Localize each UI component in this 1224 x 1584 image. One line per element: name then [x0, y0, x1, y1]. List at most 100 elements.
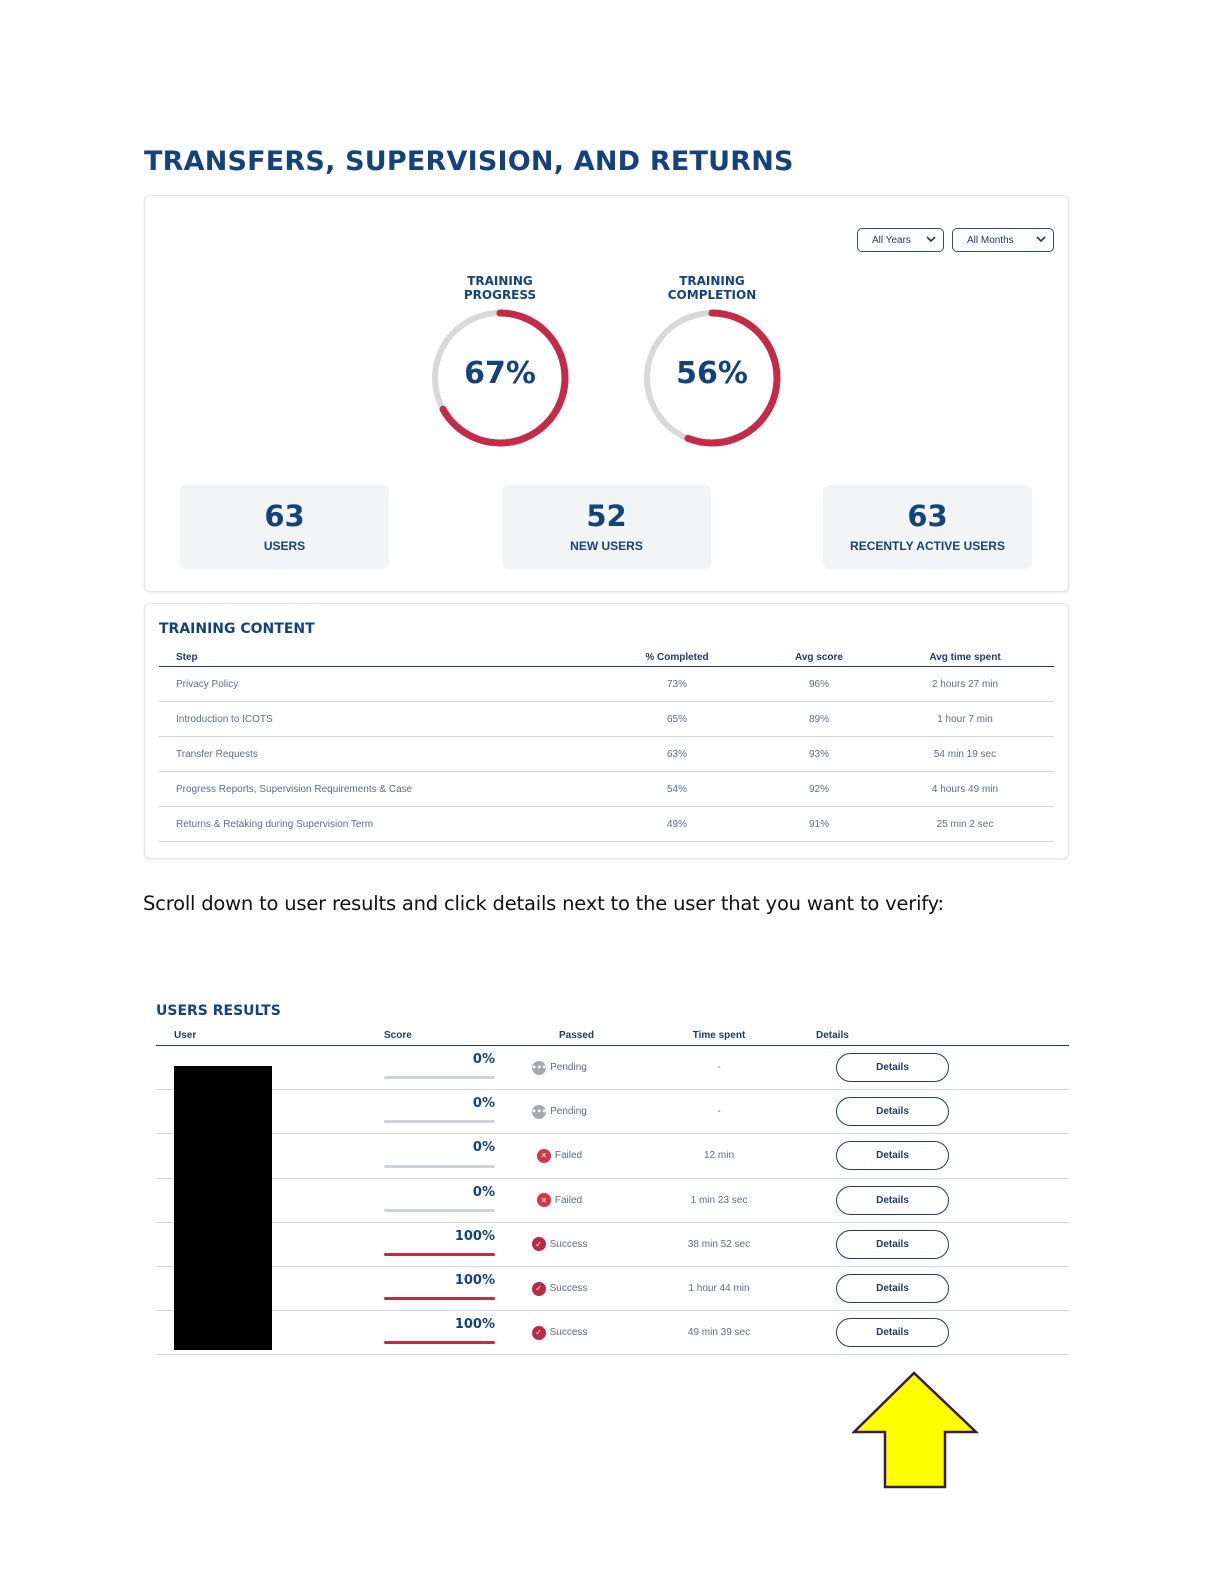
column-header[interactable]: Details [816, 1029, 849, 1041]
status-text: Failed [554, 1194, 583, 1206]
passed-cell: ✓ Success [495, 1237, 624, 1252]
step-cell: Returns & Retaking during Supervision Te… [176, 818, 374, 830]
completed-cell: 49% [666, 818, 687, 830]
page-title: TRANSFERS, SUPERVISION, AND RETURNS [144, 146, 794, 177]
redacted-user-names [174, 1066, 272, 1350]
score-cell: 89% [808, 713, 829, 725]
time-cell: 1 min 23 sec [690, 1194, 748, 1206]
score-cell: 0% [365, 1090, 495, 1133]
users-results-body: 0% ••• Pending - Details 0% ••• Pending - Details… [156, 1046, 1069, 1356]
chevron-down-icon [926, 235, 936, 245]
stat-label: NEW USERS [570, 539, 643, 553]
stat-label: RECENTLY ACTIVE USERS [850, 539, 1005, 553]
stat-recently-active-users: 63 RECENTLY ACTIVE USERS [823, 485, 1032, 569]
score-bar-fill [384, 1341, 495, 1345]
table-row: 0% ••• Pending - Details [156, 1090, 1069, 1135]
years-filter-dropdown[interactable]: All Years [857, 228, 944, 252]
details-button[interactable]: Details [836, 1053, 949, 1083]
training-content-card: TRAINING CONTENT Step % Completed Avg sc… [144, 603, 1069, 859]
details-cell: Details [814, 1053, 1069, 1083]
score-bar [384, 1208, 495, 1212]
score-value: 0% [472, 1140, 495, 1156]
column-header[interactable]: Score [384, 1029, 412, 1041]
details-button[interactable]: Details [836, 1097, 949, 1127]
status-text: Pending [550, 1062, 587, 1074]
details-cell: Details [814, 1097, 1069, 1127]
score-cell: 100% [365, 1223, 495, 1266]
time-cell: 2 hours 27 min [931, 678, 999, 690]
time-cell: 12 min [703, 1150, 734, 1162]
step-cell: Progress Reports, Supervision Requiremen… [176, 783, 413, 795]
passed-cell: ✕ Failed [495, 1193, 624, 1208]
score-bar [384, 1076, 495, 1080]
users-results-title: USERS RESULTS [156, 1003, 281, 1019]
score-bar [384, 1120, 495, 1124]
table-row: Privacy Policy 73% 96% 2 hours 27 min [159, 667, 1054, 702]
status-text: Pending [550, 1106, 587, 1118]
passed-cell: ••• Pending [495, 1060, 624, 1075]
score-cell: 0% [365, 1046, 495, 1089]
column-header[interactable]: Passed [558, 1029, 595, 1041]
success-icon: ✓ [531, 1325, 546, 1340]
training-progress-gauge: TRAINING PROGRESS 67% [420, 274, 580, 450]
score-bar-fill [384, 1297, 495, 1301]
gauge-label: TRAINING PROGRESS [463, 274, 537, 302]
gauge-value: 56% [676, 356, 748, 391]
table-row: Progress Reports, Supervision Requiremen… [159, 772, 1054, 807]
score-bar-fill [384, 1252, 495, 1256]
passed-cell: ✓ Success [495, 1281, 624, 1296]
table-row: 0% ✕ Failed 1 min 23 sec Details [156, 1179, 1069, 1223]
stat-value: 63 [907, 499, 948, 533]
details-cell: Details [814, 1318, 1069, 1348]
table-header: User Score Passed Time spent Details [156, 1025, 1069, 1046]
column-header[interactable]: Time spent [692, 1029, 746, 1041]
table-row: 100% ✓ Success 49 min 39 sec Details [156, 1311, 1069, 1356]
months-filter-dropdown[interactable]: All Months [952, 228, 1054, 252]
passed-cell: ✓ Success [495, 1325, 624, 1340]
months-filter-label: All Months [967, 234, 1014, 246]
training-content-table: Step % Completed Avg score Avg time spen… [159, 648, 1054, 842]
details-button[interactable]: Details [836, 1229, 949, 1259]
pending-icon: ••• [531, 1060, 547, 1075]
table-row: Transfer Requests 63% 93% 54 min 19 sec [159, 737, 1054, 772]
status-text: Failed [554, 1150, 583, 1162]
arrow-up-icon [852, 1371, 980, 1489]
time-cell: 25 min 2 sec [936, 818, 994, 830]
step-cell: Transfer Requests [176, 748, 258, 760]
chevron-down-icon [1036, 235, 1046, 245]
table-row: Introduction to ICOTS 65% 89% 1 hour 7 m… [159, 702, 1054, 737]
details-button[interactable]: Details [836, 1141, 949, 1171]
passed-cell: ••• Pending [495, 1104, 624, 1119]
score-cell: 0% [365, 1179, 495, 1222]
column-header[interactable]: Avg score [795, 651, 843, 663]
table-row: 0% ✕ Failed 12 min Details [156, 1134, 1069, 1179]
stat-users: 63 USERS [180, 485, 389, 569]
details-button[interactable]: Details [836, 1185, 949, 1215]
details-button[interactable]: Details [836, 1274, 949, 1304]
stat-new-users: 52 NEW USERS [502, 485, 711, 569]
score-value: 100% [454, 1317, 495, 1333]
pending-icon: ••• [531, 1104, 547, 1119]
step-cell: Privacy Policy [176, 678, 239, 690]
table-row: Returns & Retaking during Supervision Te… [159, 807, 1054, 842]
score-cell: 100% [365, 1311, 495, 1354]
time-cell: 1 hour 44 min [688, 1283, 750, 1295]
stat-label: USERS [263, 539, 306, 553]
details-cell: Details [814, 1274, 1069, 1304]
table-row: 100% ✓ Success 1 hour 44 min Details [156, 1267, 1069, 1312]
completed-cell: 65% [666, 713, 687, 725]
details-button[interactable]: Details [836, 1318, 949, 1348]
column-header[interactable]: Avg time spent [929, 651, 1001, 663]
column-header[interactable]: User [174, 1029, 197, 1041]
column-header[interactable]: % Completed [645, 651, 709, 663]
time-cell: - [717, 1062, 721, 1074]
score-bar [384, 1297, 495, 1301]
training-content-title: TRAINING CONTENT [159, 621, 315, 637]
time-cell: 38 min 52 sec [687, 1238, 751, 1250]
completed-cell: 63% [666, 748, 687, 760]
completed-cell: 54% [666, 783, 687, 795]
stat-value: 52 [586, 499, 627, 533]
column-header[interactable]: Step [176, 651, 198, 663]
instruction-text: Scroll down to user results and click de… [143, 892, 944, 915]
score-cell: 92% [808, 783, 829, 795]
